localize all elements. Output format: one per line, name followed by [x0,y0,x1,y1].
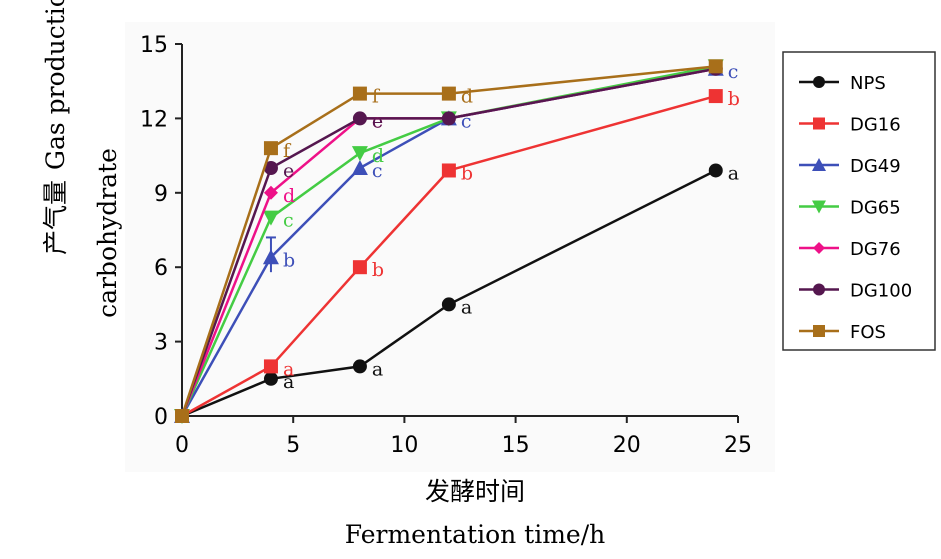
y-axis-title-line2: carbohydrate [93,148,122,318]
significance-label: a [461,296,472,318]
data-point-fos [441,86,456,101]
significance-label: b [461,162,473,184]
y-tick-label: 12 [140,107,168,132]
significance-label: a [283,371,294,393]
axes [181,44,738,417]
data-point-nps [263,371,278,386]
x-tick-label: 10 [390,433,418,458]
y-tick-label: 6 [154,256,168,281]
data-point-dg65 [262,210,279,226]
data-point-nps [441,297,456,312]
significance-label: e [283,160,294,182]
data-point-dg16 [352,260,367,275]
x-tick-label: 20 [613,433,641,458]
legend-label-nps: NPS [850,73,886,94]
data-point-dg100 [263,161,278,175]
data-point-fos [263,141,278,156]
x-tick-label: 0 [175,433,189,458]
data-point-fos [352,86,367,101]
legend-marker-dg16 [813,117,825,130]
significance-label: b [728,88,740,110]
ticks: 0 5 10 15 20 25 0 3 6 9 12 15 [140,33,752,458]
data-point-dg16 [708,89,723,104]
legend-marker-fos [813,325,825,337]
x-tick-label: 25 [724,433,752,458]
significance-label: c [728,61,739,83]
legend-box [782,51,936,351]
legend-label-dg16: DG16 [850,115,901,136]
significance-label: a [728,162,739,184]
y-tick-label: 0 [154,405,168,430]
significance-label: f [372,86,381,108]
legend-marker-dg65 [812,200,826,214]
significance-label: d [461,86,473,108]
y-axis-title-group: 产气量 Gas production/mL·(50 mg)⁻¹ [41,0,70,255]
series-layer [174,59,724,424]
significance-label: c [461,110,472,132]
significance-label: c [372,160,383,182]
significance-label: a [283,358,294,380]
data-point-dg100 [441,111,456,126]
legend-label-dg49: DG49 [850,156,901,177]
significance-label: b [372,259,384,281]
legend-marker-nps [813,76,825,88]
data-point-fos [175,409,189,423]
x-tick-label: 15 [502,433,530,458]
legend-marker-dg49 [812,158,826,171]
data-point-nps [708,163,723,178]
legend-label-dg100: DG100 [850,281,912,302]
data-point-dg100 [352,111,367,126]
y-tick-label: 15 [140,33,168,58]
significance-label: d [372,145,384,167]
y-axis-title: Gas production/mL·(50 mg)⁻¹ [41,0,70,170]
data-point-fos [708,59,723,74]
legend-label-dg65: DG65 [850,198,901,219]
data-point-dg49 [351,160,368,175]
significance-label: d [283,185,295,207]
data-point-dg65 [351,146,368,162]
legend: NPS DG16 DG49 DG65 DG76 DG100 FOS [782,51,936,351]
x-tick-label: 5 [286,433,300,458]
data-point-dg16 [263,359,278,374]
significance-label: b [283,249,295,271]
significance-label: a [372,358,383,380]
y-axis-title-cn: 产气量 [41,180,70,255]
significance-label: e [372,110,383,132]
y-tick-label: 9 [154,182,168,207]
legend-marker-dg76 [813,242,825,254]
legend-label-dg76: DG76 [850,239,901,260]
data-point-dg76 [263,185,278,200]
x-axis-title-cn: 发酵时间 [425,477,525,506]
x-axis-title: Fermentation time/h [345,520,606,549]
legend-label-fos: FOS [850,322,886,343]
data-point-dg16 [441,163,456,178]
data-point-nps [352,359,367,374]
significance-label: e [372,110,383,132]
legend-marker-dg100 [813,283,825,296]
y-tick-label: 3 [154,331,168,356]
significance-label: f [283,140,292,162]
significance-label: c [283,210,294,232]
